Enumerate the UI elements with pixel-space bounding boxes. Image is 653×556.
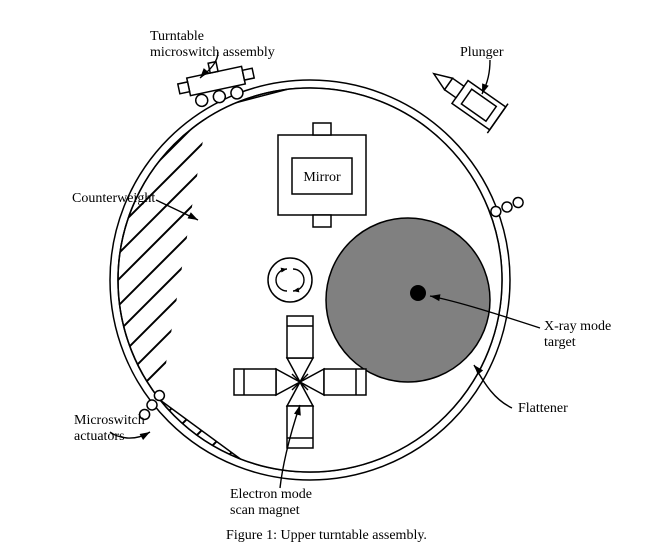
rotation-indicator (268, 258, 312, 302)
svg-text:X-ray mode: X-ray mode (544, 319, 611, 334)
figure-caption: Figure 1: Upper turntable assembly. (0, 528, 653, 544)
svg-text:Flattener: Flattener (518, 401, 568, 416)
svg-text:Plunger: Plunger (460, 45, 504, 60)
svg-text:Counterweight: Counterweight (72, 191, 155, 206)
svg-text:Microswitch: Microswitch (74, 413, 145, 428)
label-flattener: Flattener (518, 401, 568, 416)
mirror-assembly: Mirror (278, 123, 366, 227)
label-counterweight: Counterweight (72, 191, 155, 206)
label-xray-target: X-ray modetarget (544, 319, 611, 350)
plunger (423, 59, 508, 133)
svg-text:microswitch assembly: microswitch assembly (150, 45, 275, 60)
svg-text:Electron mode: Electron mode (230, 487, 312, 502)
svg-text:target: target (544, 335, 576, 350)
label-scan-magnet: Electron modescan magnet (230, 487, 312, 518)
caption-text: Figure 1: Upper turntable assembly. (226, 528, 427, 543)
counterweight (0, 20, 653, 540)
svg-text:Turntable: Turntable (150, 29, 204, 44)
flattener (326, 218, 490, 382)
label-plunger: Plunger (460, 45, 504, 60)
mirror-label: Mirror (303, 170, 341, 185)
label-turntable-microswitch: Turntablemicroswitch assembly (150, 29, 275, 60)
actuator-bumps (489, 196, 524, 218)
xray-target (410, 285, 426, 301)
svg-text:scan magnet: scan magnet (230, 503, 300, 518)
label-microswitch-actuators: Microswitchactuators (74, 413, 145, 444)
